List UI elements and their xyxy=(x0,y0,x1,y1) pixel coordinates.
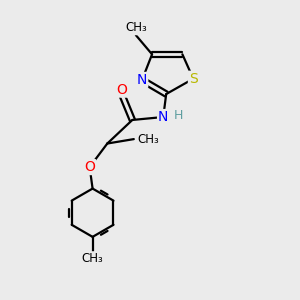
Text: CH₃: CH₃ xyxy=(82,252,104,265)
Text: O: O xyxy=(84,160,95,174)
Text: CH₃: CH₃ xyxy=(137,133,159,146)
Text: N: N xyxy=(158,110,168,124)
Text: S: S xyxy=(189,72,198,86)
Text: O: O xyxy=(117,82,128,97)
Text: N: N xyxy=(137,73,147,87)
Text: CH₃: CH₃ xyxy=(125,21,147,34)
Text: H: H xyxy=(174,109,183,122)
